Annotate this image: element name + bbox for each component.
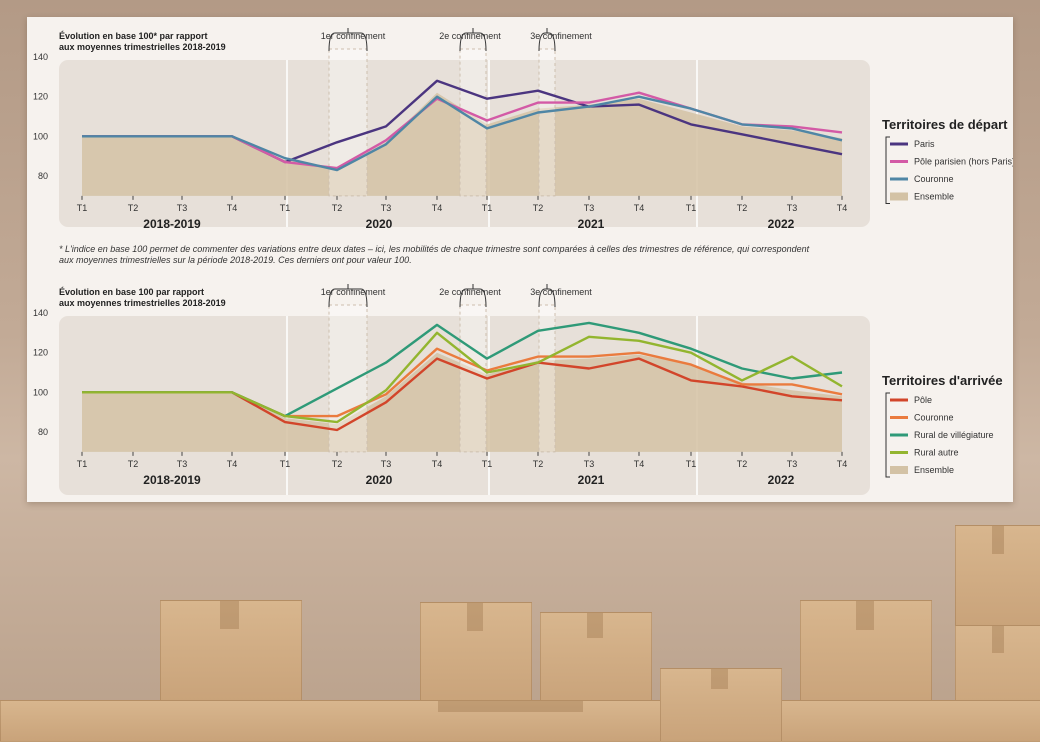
legend-item: Pôle — [914, 395, 932, 405]
x-tick-label: T1 — [686, 459, 697, 469]
legend-item: Rural autre — [914, 448, 959, 458]
footnote: aux moyennes trimestrielles sur la pério… — [59, 255, 412, 265]
year-label: 2020 — [366, 217, 393, 231]
x-tick-label: T4 — [227, 459, 238, 469]
x-tick-label: T2 — [737, 459, 748, 469]
year-label: 2021 — [578, 217, 605, 231]
legend-swatch — [890, 466, 908, 474]
y-tick-label: 120 — [33, 92, 48, 102]
legend-item: Ensemble — [914, 465, 954, 475]
lockdown-label: 3e confinement — [530, 287, 592, 297]
lockdown-period — [328, 48, 368, 197]
legend-item: Couronne — [914, 413, 954, 423]
x-tick-label: T2 — [332, 459, 343, 469]
lockdown-label: 3e confinement — [530, 31, 592, 41]
x-tick-label: T3 — [584, 203, 595, 213]
y-axis-label: Évolution en base 100* par rapport — [59, 31, 208, 41]
y-tick-label: 100 — [33, 387, 48, 397]
year-label: 2018-2019 — [143, 473, 201, 487]
moving-box — [955, 525, 1040, 627]
x-tick-label: T1 — [280, 203, 291, 213]
lockdown-period — [328, 304, 368, 453]
x-tick-label: T2 — [332, 203, 343, 213]
x-tick-label: T1 — [482, 459, 493, 469]
moving-box — [420, 602, 532, 704]
legend-item: Couronne — [914, 174, 954, 184]
x-tick-label: T2 — [533, 459, 544, 469]
lockdown-label: 1er confinement — [321, 287, 386, 297]
moving-box — [160, 600, 302, 702]
x-tick-label: T2 — [737, 203, 748, 213]
legend-bracket — [885, 136, 890, 204]
x-tick-label: T2 — [128, 459, 139, 469]
x-tick-label: T3 — [177, 459, 188, 469]
x-tick-label: T1 — [77, 203, 88, 213]
moving-box — [660, 668, 782, 742]
lockdown-label: 1er confinement — [321, 31, 386, 41]
x-tick-label: T3 — [584, 459, 595, 469]
y-tick-label: 100 — [33, 131, 48, 141]
x-tick-label: T2 — [128, 203, 139, 213]
chart-1: 1er confinement 2e confinement 3e confinem… — [33, 28, 1015, 265]
legend-item: Paris — [914, 139, 935, 149]
y-axis-label: aux moyennes trimestrielles 2018-2019 — [59, 298, 226, 308]
x-tick-label: T1 — [482, 203, 493, 213]
y-tick-label: 140 — [33, 52, 48, 62]
x-tick-label: T4 — [432, 459, 443, 469]
lockdown-period — [538, 304, 556, 453]
infographic-panel: 1er confinement 2e confinement 3e confinem… — [27, 17, 1015, 502]
moving-box — [0, 700, 1040, 742]
y-axis-label: aux moyennes trimestrielles 2018-2019 — [59, 42, 226, 52]
ensemble-area — [82, 92, 842, 196]
lockdown-period — [459, 304, 487, 453]
y-tick-label: 80 — [38, 171, 48, 181]
y-tick-label: 140 — [33, 308, 48, 318]
y-tick-label: 120 — [33, 348, 48, 358]
footnote: * L'indice en base 100 permet de comment… — [59, 244, 810, 254]
x-tick-label: T3 — [381, 203, 392, 213]
x-tick-label: T3 — [177, 203, 188, 213]
legend-title: Territoires de départ — [882, 117, 1008, 132]
x-tick-label: T4 — [432, 203, 443, 213]
ensemble-area — [82, 352, 842, 452]
x-tick-label: T1 — [280, 459, 291, 469]
x-tick-label: T4 — [227, 203, 238, 213]
year-label: 2022 — [768, 217, 795, 231]
x-tick-label: T3 — [787, 203, 798, 213]
x-tick-label: T2 — [533, 203, 544, 213]
x-tick-label: T4 — [837, 459, 848, 469]
legend-item: Pôle parisien (hors Paris) — [914, 157, 1013, 167]
x-tick-label: T3 — [381, 459, 392, 469]
legend-swatch — [890, 192, 908, 201]
legend-title: Territoires d'arrivée — [882, 373, 1003, 388]
year-label: 2020 — [366, 473, 393, 487]
year-label: 2022 — [768, 473, 795, 487]
x-tick-label: T4 — [634, 459, 645, 469]
legend-item: Ensemble — [914, 192, 954, 202]
lockdown-label: 2e confinement — [439, 287, 501, 297]
x-tick-label: T3 — [787, 459, 798, 469]
lockdown-label: 2e confinement — [439, 31, 501, 41]
lockdown-period — [538, 48, 556, 197]
chart-2: 1er confinement 2e confinement 3e confinem… — [33, 284, 1003, 495]
charts-canvas: 1er confinement 2e confinement 3e confinem… — [33, 28, 1015, 495]
series-line — [82, 95, 843, 172]
moving-box — [800, 600, 932, 707]
y-axis-label: Évolution en base 100 par rapport — [59, 287, 204, 297]
moving-box — [540, 612, 652, 704]
lockdown-period — [459, 48, 487, 197]
legend-item: Rural de villégiature — [914, 430, 994, 440]
x-tick-label: T4 — [634, 203, 645, 213]
legend-bracket — [885, 392, 890, 478]
x-tick-label: T1 — [686, 203, 697, 213]
series-line — [82, 331, 843, 424]
y-tick-label: 80 — [38, 427, 48, 437]
x-tick-label: T4 — [837, 203, 848, 213]
year-label: 2018-2019 — [143, 217, 201, 231]
x-tick-label: T1 — [77, 459, 88, 469]
year-label: 2021 — [578, 473, 605, 487]
